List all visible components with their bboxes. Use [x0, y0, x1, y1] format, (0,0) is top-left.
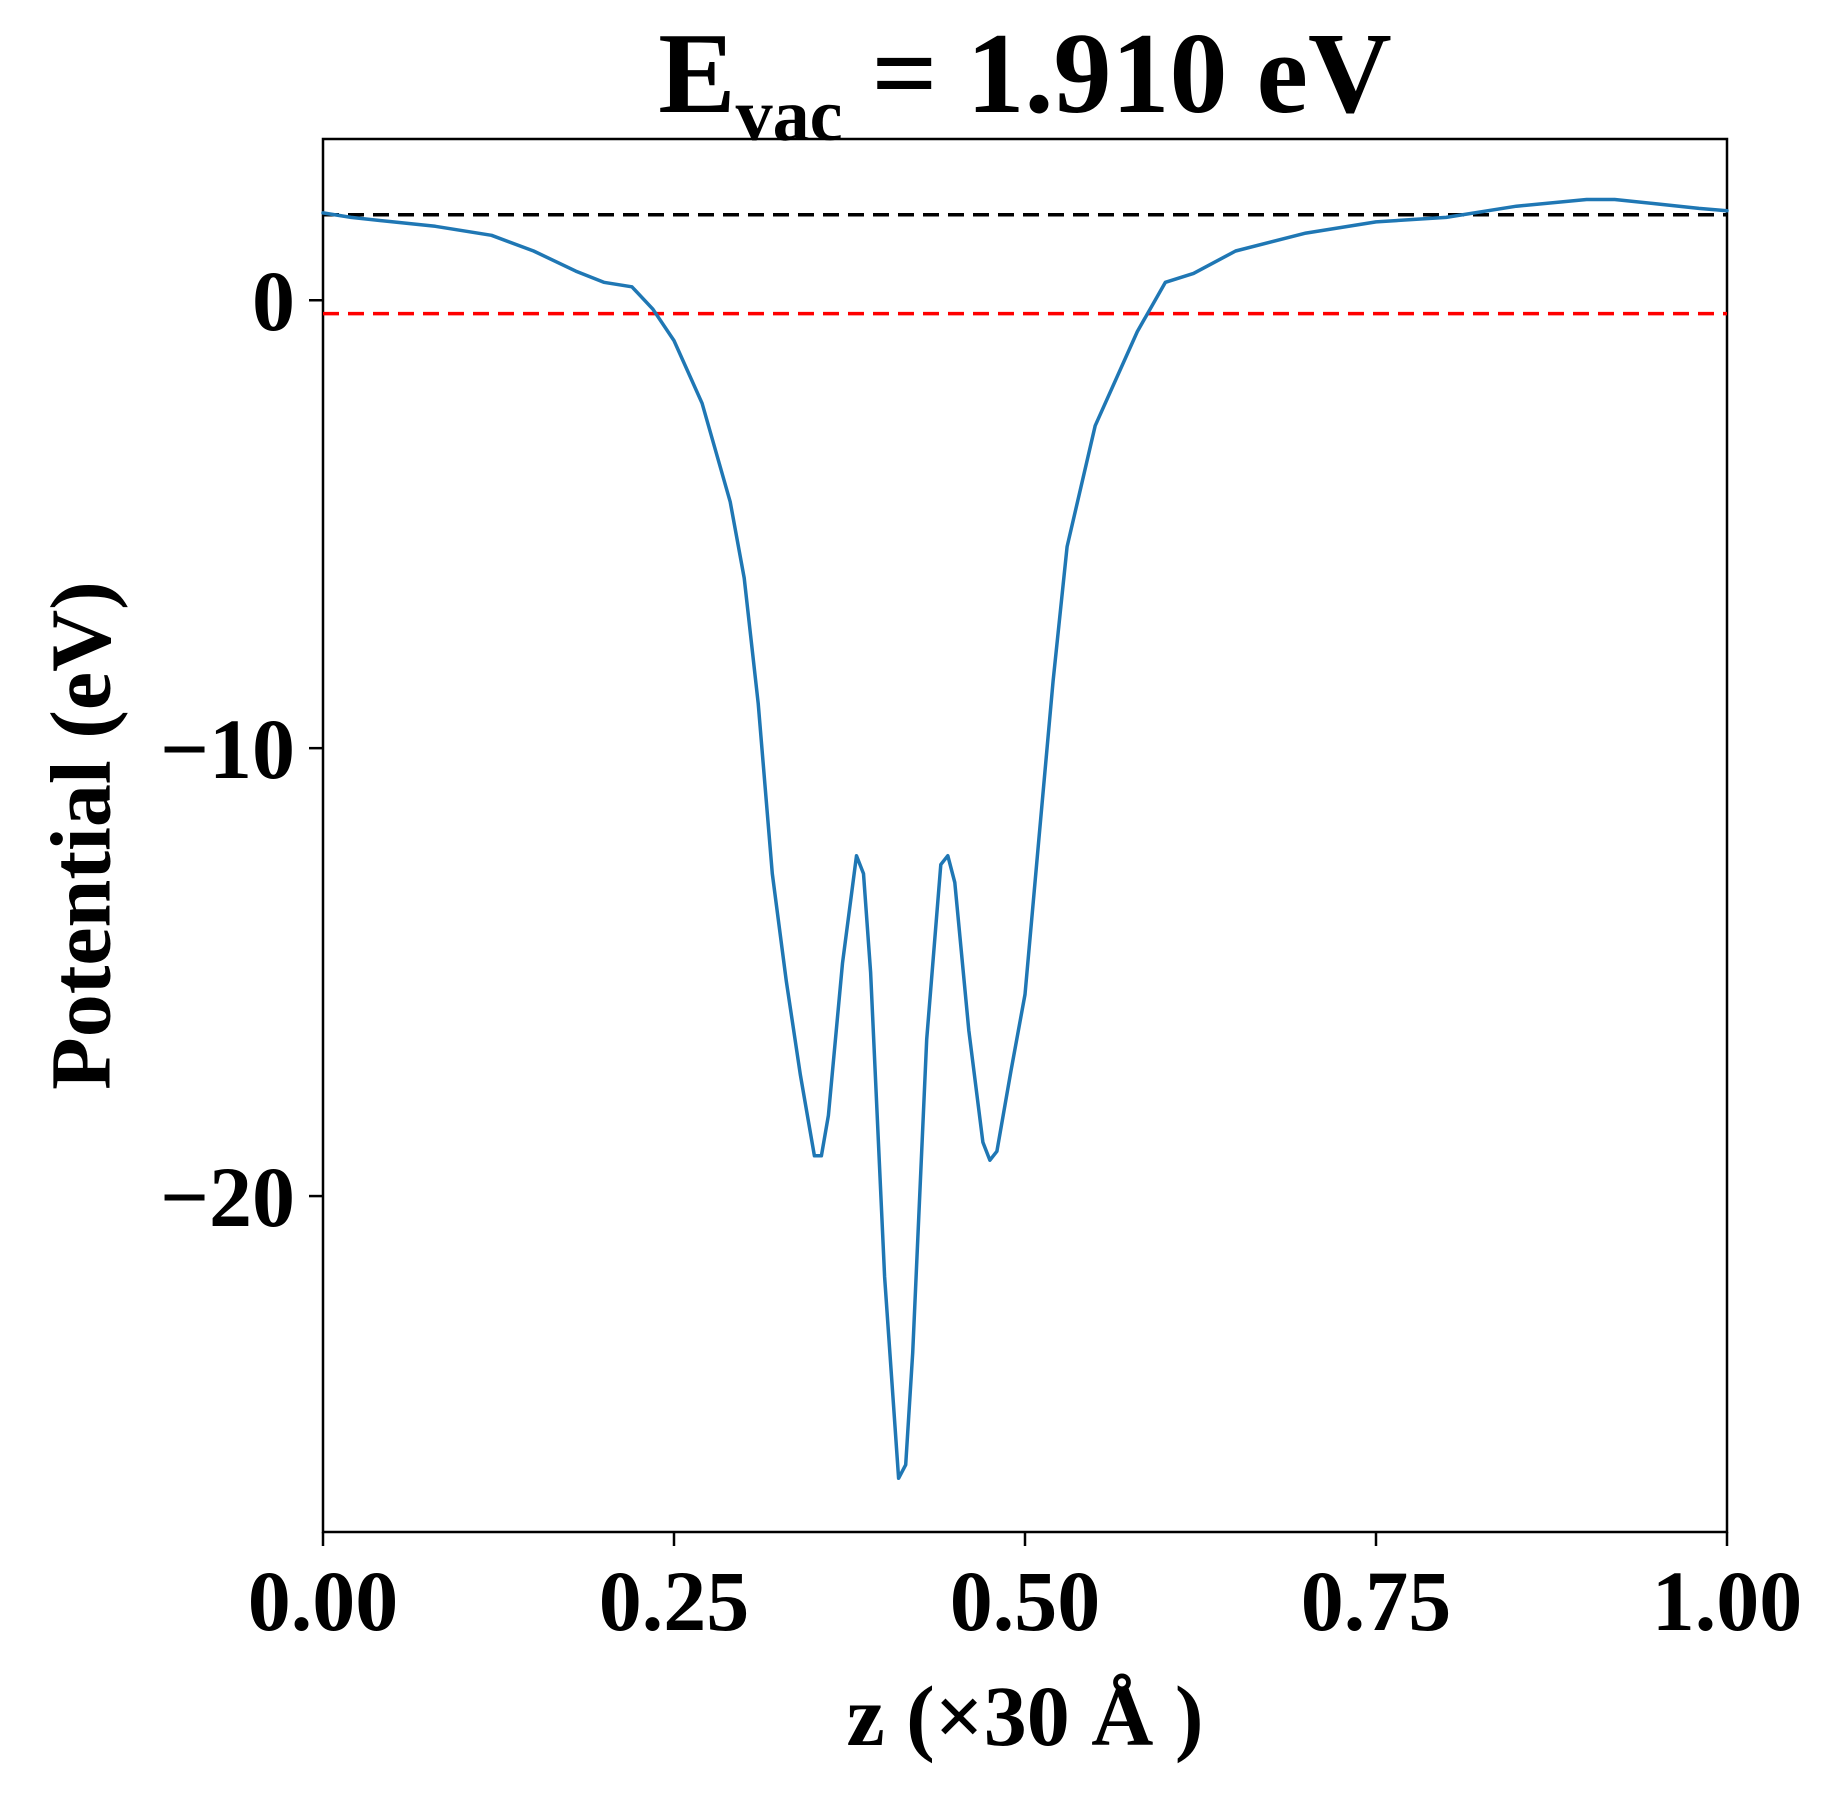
y-tick-label: 0 — [252, 253, 295, 349]
potential-series-line — [321, 197, 1729, 1481]
x-tick-label: 0.00 — [248, 1553, 399, 1649]
x-axis-ticks: 0.00 0.25 0.50 0.75 1.00 — [248, 1532, 1803, 1649]
title-main: E — [658, 10, 735, 138]
y-axis-ticks: 0 −10 −20 — [160, 253, 323, 1245]
chart-title: Evac = 1.910 eV — [658, 10, 1392, 157]
x-tick-label: 1.00 — [1652, 1553, 1803, 1649]
plot-area: 0.00 0.25 0.50 0.75 1.00 0 −10 −20 — [160, 137, 1803, 1649]
x-tick-label: 0.25 — [599, 1553, 750, 1649]
y-axis-label: Potential (eV) — [33, 581, 129, 1090]
title-subscript: vac — [736, 75, 843, 157]
y-tick-label: −20 — [160, 1149, 295, 1245]
x-tick-label: 0.75 — [1301, 1553, 1452, 1649]
title-rest: = 1.910 eV — [842, 10, 1391, 138]
x-axis-label: z (×30 Å ) — [846, 1668, 1203, 1764]
y-tick-label: −10 — [160, 701, 295, 797]
plot-frame — [321, 137, 1729, 1534]
x-tick-label: 0.50 — [950, 1553, 1101, 1649]
